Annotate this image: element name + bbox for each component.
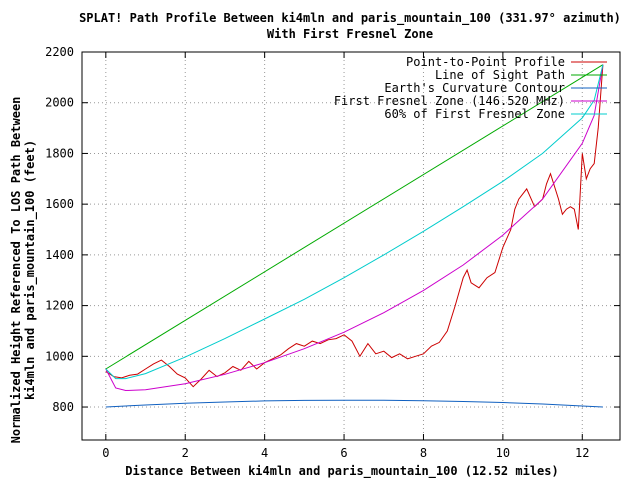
y-axis-label-line2: ki4mln and paris_mountain_100 (feet) [23, 140, 38, 400]
x-tick-label: 6 [340, 446, 347, 460]
x-tick-label: 10 [496, 446, 510, 460]
plot-frame [81, 51, 621, 441]
y-tick-label: 800 [52, 400, 74, 414]
axis-ticks: 0 2 4 6 8 10 12 800 1000 1200 1400 1600 1800 2000 2200 [45, 45, 620, 460]
series-line-line-of-sight-path [105, 64, 604, 370]
series-line-earth-s-curvature-contour [105, 399, 603, 408]
series-line-60-of-first-fresnel-zone [105, 64, 604, 380]
y-axis-label-line1: Normalized Height Referenced To LOS Path… [9, 97, 23, 444]
y-tick-label: 2200 [45, 45, 74, 59]
y-tick-label: 1000 [45, 349, 74, 363]
y-tick-label: 1400 [45, 248, 74, 262]
legend-label-line-of-sight-path: Line of Sight Path [435, 68, 565, 82]
legend-label-60-of-first-fresnel-zone: 60% of First Fresnel Zone [384, 107, 565, 121]
x-tick-label: 12 [575, 446, 589, 460]
chart-title-line2: With First Fresnel Zone [267, 27, 433, 41]
y-tick-label: 1800 [45, 146, 74, 160]
y-tick-label: 2000 [45, 96, 74, 110]
series-lines [105, 64, 604, 408]
y-axis-label: Normalized Height Referenced To LOS Path… [9, 97, 38, 444]
x-tick-label: 0 [102, 446, 109, 460]
legend-label-point-to-point-profile: Point-to-Point Profile [406, 55, 565, 69]
x-tick-label: 4 [261, 446, 268, 460]
legend-label-first-fresnel-zone-146-520-mhz: First Fresnel Zone (146.520 MHz) [334, 94, 565, 108]
legend-label-earth-s-curvature-contour: Earth's Curvature Contour [384, 81, 565, 95]
series-line-first-fresnel-zone-146-520-mhz [105, 64, 604, 392]
y-tick-label: 1600 [45, 197, 74, 211]
x-tick-label: 8 [420, 446, 427, 460]
y-tick-label: 1200 [45, 299, 74, 313]
x-axis-label: Distance Between ki4mln and paris_mounta… [125, 464, 558, 479]
chart-title-line1: SPLAT! Path Profile Between ki4mln and p… [79, 11, 621, 26]
x-tick-label: 2 [182, 446, 189, 460]
grid-lines [82, 51, 620, 440]
